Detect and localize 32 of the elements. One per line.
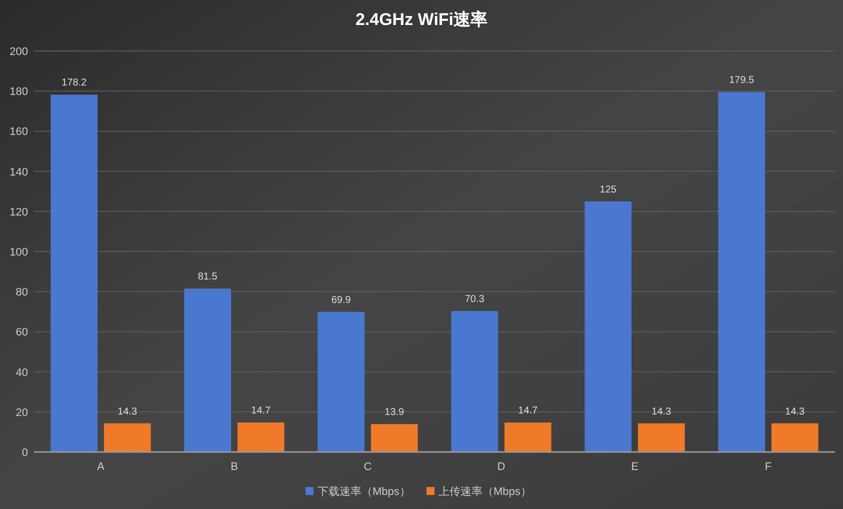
x-tick-label: B	[230, 461, 238, 473]
data-label: 70.3	[464, 294, 485, 306]
data-label: 13.9	[384, 407, 405, 418]
chart-title: 2.4GHz WiFi速率	[355, 10, 488, 29]
x-tick-label: C	[364, 461, 372, 473]
y-tick-label: 20	[16, 406, 28, 419]
y-tick-label: 100	[10, 246, 28, 258]
data-label: 69.9	[331, 294, 352, 306]
data-label: 14.3	[652, 406, 672, 418]
y-tick-label: 200	[10, 46, 28, 58]
data-label: 14.7	[251, 406, 272, 417]
y-tick-label: 40	[16, 366, 28, 379]
data-label: 179.5	[729, 75, 755, 86]
data-label: 125	[600, 184, 617, 196]
data-label: 14.7	[518, 406, 538, 417]
legend-label: 上传速率（Mbps）	[438, 485, 532, 498]
data-label: 14.3	[118, 406, 138, 418]
data-label: 81.5	[198, 272, 218, 283]
y-tick-label: 160	[10, 126, 28, 138]
x-tick-label: E	[631, 461, 638, 473]
y-tick-label: 0	[22, 447, 28, 459]
y-tick-label: 180	[10, 86, 28, 98]
x-tick-label: F	[764, 461, 772, 473]
data-label: 178.2	[62, 78, 88, 89]
x-tick-label: A	[97, 461, 106, 473]
x-tick-label: D	[497, 461, 506, 473]
y-tick-label: 60	[16, 326, 28, 339]
y-tick-label: 140	[10, 166, 28, 178]
y-tick-label: 80	[16, 286, 28, 299]
data-label: 14.3	[785, 406, 806, 418]
y-tick-label: 120	[10, 206, 28, 218]
legend-label: 下载速率（Mbps）	[318, 485, 410, 498]
